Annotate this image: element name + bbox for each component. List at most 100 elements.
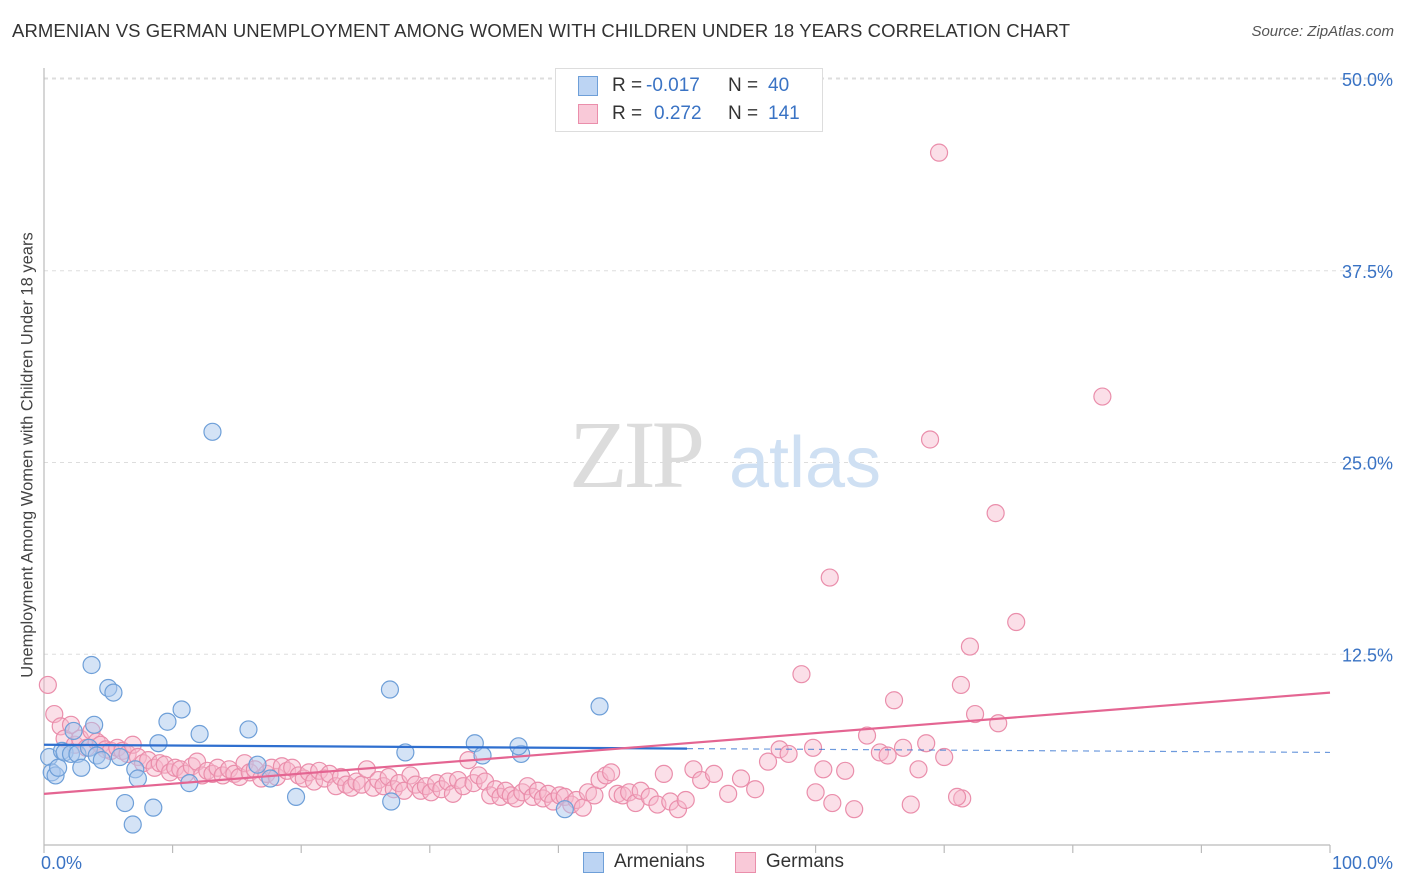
armenians-point <box>380 680 400 699</box>
n-value: 40 <box>768 75 790 96</box>
germans-point <box>947 787 967 807</box>
germans-point <box>631 781 650 800</box>
y-tick-label: 12.5% <box>1342 645 1393 665</box>
germans-point <box>620 783 639 802</box>
germans-point <box>187 752 207 771</box>
germans-point <box>792 665 811 684</box>
germans-point <box>401 766 420 785</box>
germans-point <box>986 504 1005 523</box>
armenians-point <box>64 721 83 741</box>
y-tick-label: 25.0% <box>1342 454 1393 474</box>
n-label: N = <box>728 75 759 96</box>
germans-point <box>475 772 495 791</box>
axes <box>43 68 1331 853</box>
germans-point <box>640 787 659 807</box>
germans-point <box>965 704 985 724</box>
germans-point <box>836 761 855 780</box>
germans-point <box>518 777 537 796</box>
armenians-point <box>555 800 574 819</box>
y-tick-label: 37.5% <box>1342 262 1393 282</box>
germans-point <box>676 790 695 810</box>
n-label: N = <box>728 103 759 124</box>
germans-point <box>960 637 980 656</box>
germans-point <box>1007 612 1026 632</box>
germans-point <box>585 786 604 805</box>
r-label: R = <box>612 75 643 96</box>
germans-point <box>719 784 738 803</box>
germans-point <box>746 780 765 799</box>
legend-item-germans[interactable]: Germans <box>734 851 844 873</box>
armenians-point <box>203 422 222 441</box>
germans-point <box>454 777 473 796</box>
r-value: 0.272 <box>654 103 702 124</box>
germans-point <box>421 783 441 802</box>
germans-swatch <box>734 851 756 873</box>
series-legend: Armenians Germans <box>583 851 874 873</box>
germans-points <box>38 143 1112 819</box>
germans-point <box>803 738 823 757</box>
germans-point <box>917 734 936 753</box>
armenians-point <box>144 798 163 817</box>
germans-point <box>374 777 393 796</box>
germans-point <box>951 675 971 695</box>
germans-point <box>901 795 920 814</box>
y-tick-label: 50.0% <box>1342 70 1393 90</box>
armenians-point <box>115 793 135 813</box>
germans-point <box>878 746 897 765</box>
legend-label-germans: Germans <box>765 851 844 872</box>
germans-point <box>654 764 673 784</box>
x-tick-label: 100.0% <box>1332 853 1393 873</box>
germans-point <box>661 792 680 811</box>
armenians-point <box>104 683 123 702</box>
armenians-point <box>261 769 280 788</box>
germans-point <box>443 784 463 803</box>
armenians-point <box>110 747 129 767</box>
legend-row-armenians: R = -0.017 N = 40 <box>578 73 789 99</box>
germans-point <box>935 747 954 767</box>
germans-point <box>806 783 825 802</box>
armenians-trend-line <box>43 743 688 750</box>
armenians-swatch <box>578 76 598 96</box>
germans-point <box>758 752 778 771</box>
germans-point <box>857 726 877 745</box>
germans-point <box>823 793 842 813</box>
germans-point <box>1093 387 1112 406</box>
gridlines <box>44 77 1395 655</box>
germans-point <box>731 769 751 788</box>
legend-label-armenians: Armenians <box>614 851 705 872</box>
watermark-zip: ZIP <box>569 401 702 508</box>
armenians-point <box>509 737 528 756</box>
armenians-swatch <box>583 851 604 873</box>
armenians-point <box>85 715 104 734</box>
r-label: R = <box>612 103 643 124</box>
germans-point <box>668 800 688 819</box>
armenians-point <box>473 746 492 765</box>
x-tick-label: 0.0% <box>41 853 82 873</box>
germans-point <box>704 764 724 784</box>
legend-row-germans: R = 0.272 N = 141 <box>578 101 800 127</box>
germans-point <box>909 760 928 779</box>
germans-point <box>596 766 616 785</box>
germans-point <box>884 691 904 710</box>
source-label: Source: ZipAtlas.com <box>1251 23 1394 40</box>
armenians-point <box>149 734 168 753</box>
legend-item-armenians[interactable]: Armenians <box>583 851 705 873</box>
tick-labels: 12.5% 25.0% 37.5% 50.0% 0.0% 100.0% <box>41 70 1393 873</box>
armenians-point <box>123 815 142 834</box>
armenians-points <box>40 422 609 834</box>
watermark-atlas: atlas <box>729 423 881 503</box>
germans-point <box>337 775 356 794</box>
r-value: -0.017 <box>646 75 700 96</box>
germans-point <box>929 143 949 162</box>
armenians-trend-extension <box>686 747 1331 754</box>
germans-trend-line <box>43 691 1331 795</box>
armenians-point <box>92 750 111 770</box>
armenians-point <box>158 712 177 731</box>
armenians-point <box>239 720 258 739</box>
armenians-point <box>172 700 191 719</box>
germans-point <box>845 800 864 819</box>
correlation-legend: R = -0.017 N = 40 R = 0.272 N = 141 <box>555 68 823 132</box>
germans-point <box>920 430 940 449</box>
armenians-point <box>190 724 209 744</box>
armenians-point <box>248 755 267 774</box>
